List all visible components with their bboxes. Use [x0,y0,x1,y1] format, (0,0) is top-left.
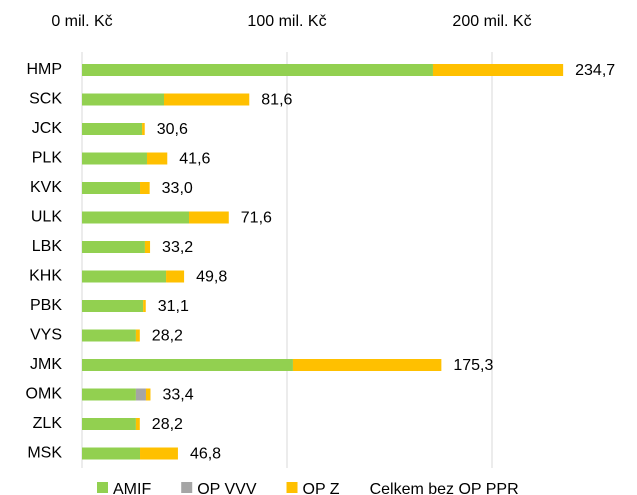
bar-segment [82,418,136,430]
y-tick-label: ZLK [33,415,63,432]
total-label: 49,8 [196,269,227,286]
bar-segment [82,152,147,165]
bar-segment [140,182,150,194]
y-tick-label: OMK [26,386,63,403]
bar-segment [82,241,145,253]
bar-segment [432,64,564,76]
bar-segment [82,359,293,371]
bar-segment [146,152,168,165]
bar-segment [143,300,146,312]
total-label: 33,4 [162,387,193,404]
y-tick-label: PLK [32,150,63,167]
total-label: 33,0 [162,180,193,197]
legend-swatch [286,482,298,493]
bar-segment [135,329,140,342]
y-tick-label: SCK [29,91,62,108]
total-label: 175,3 [453,357,493,374]
total-label: 81,6 [261,92,292,109]
y-tick-label: VYS [30,327,62,344]
bar-segment [135,418,140,430]
bar-segment [82,93,164,106]
bar-segment [82,447,141,460]
total-label: 71,6 [241,210,272,227]
bar-segment [82,211,190,224]
bar-segment [135,388,146,401]
bar-segment [82,270,167,283]
legend-label: AMIF [113,481,151,495]
total-label: 46,8 [190,446,221,463]
y-tick-label: KVK [30,179,62,196]
bar-segment [292,359,442,371]
legend-swatch [97,482,108,493]
x-tick-label: 100 mil. Kč [247,13,326,30]
bar-segment [82,182,141,194]
bar-segment [82,388,136,401]
bar-segment [82,300,144,312]
y-tick-label: JCK [32,120,63,137]
legend-label: OP Z [303,481,340,495]
total-label: 28,2 [152,328,183,345]
total-label: 31,1 [158,298,189,315]
bar-segment [82,123,143,135]
total-label: 41,6 [179,151,210,168]
x-tick-label: 200 mil. Kč [452,13,531,30]
bar-segment [166,270,185,283]
legend-swatch [181,482,193,493]
y-tick-label: JMK [30,356,62,373]
y-tick-label: PBK [30,297,62,314]
bar-segment [142,123,145,135]
bar-segment [144,241,151,253]
total-label: 234,7 [575,62,615,79]
y-tick-label: MSK [27,445,62,462]
y-tick-label: LBK [32,238,63,255]
bar-segment [145,388,151,401]
bar-segment [140,447,178,460]
bar-segment [82,329,136,342]
total-label: 28,2 [152,416,183,433]
bar-segment [164,93,250,106]
total-label: 30,6 [157,121,188,138]
bar-segment [82,64,433,76]
legend-label: Celkem bez OP PPR [370,481,519,495]
y-tick-label: HMP [26,61,62,78]
bar-segment [189,211,229,224]
legend-label: OP VVV [197,481,257,495]
total-label: 33,2 [162,239,193,256]
x-tick-label: 0 mil. Kč [51,13,112,30]
y-tick-label: KHK [29,268,62,285]
y-tick-label: ULK [31,209,62,226]
